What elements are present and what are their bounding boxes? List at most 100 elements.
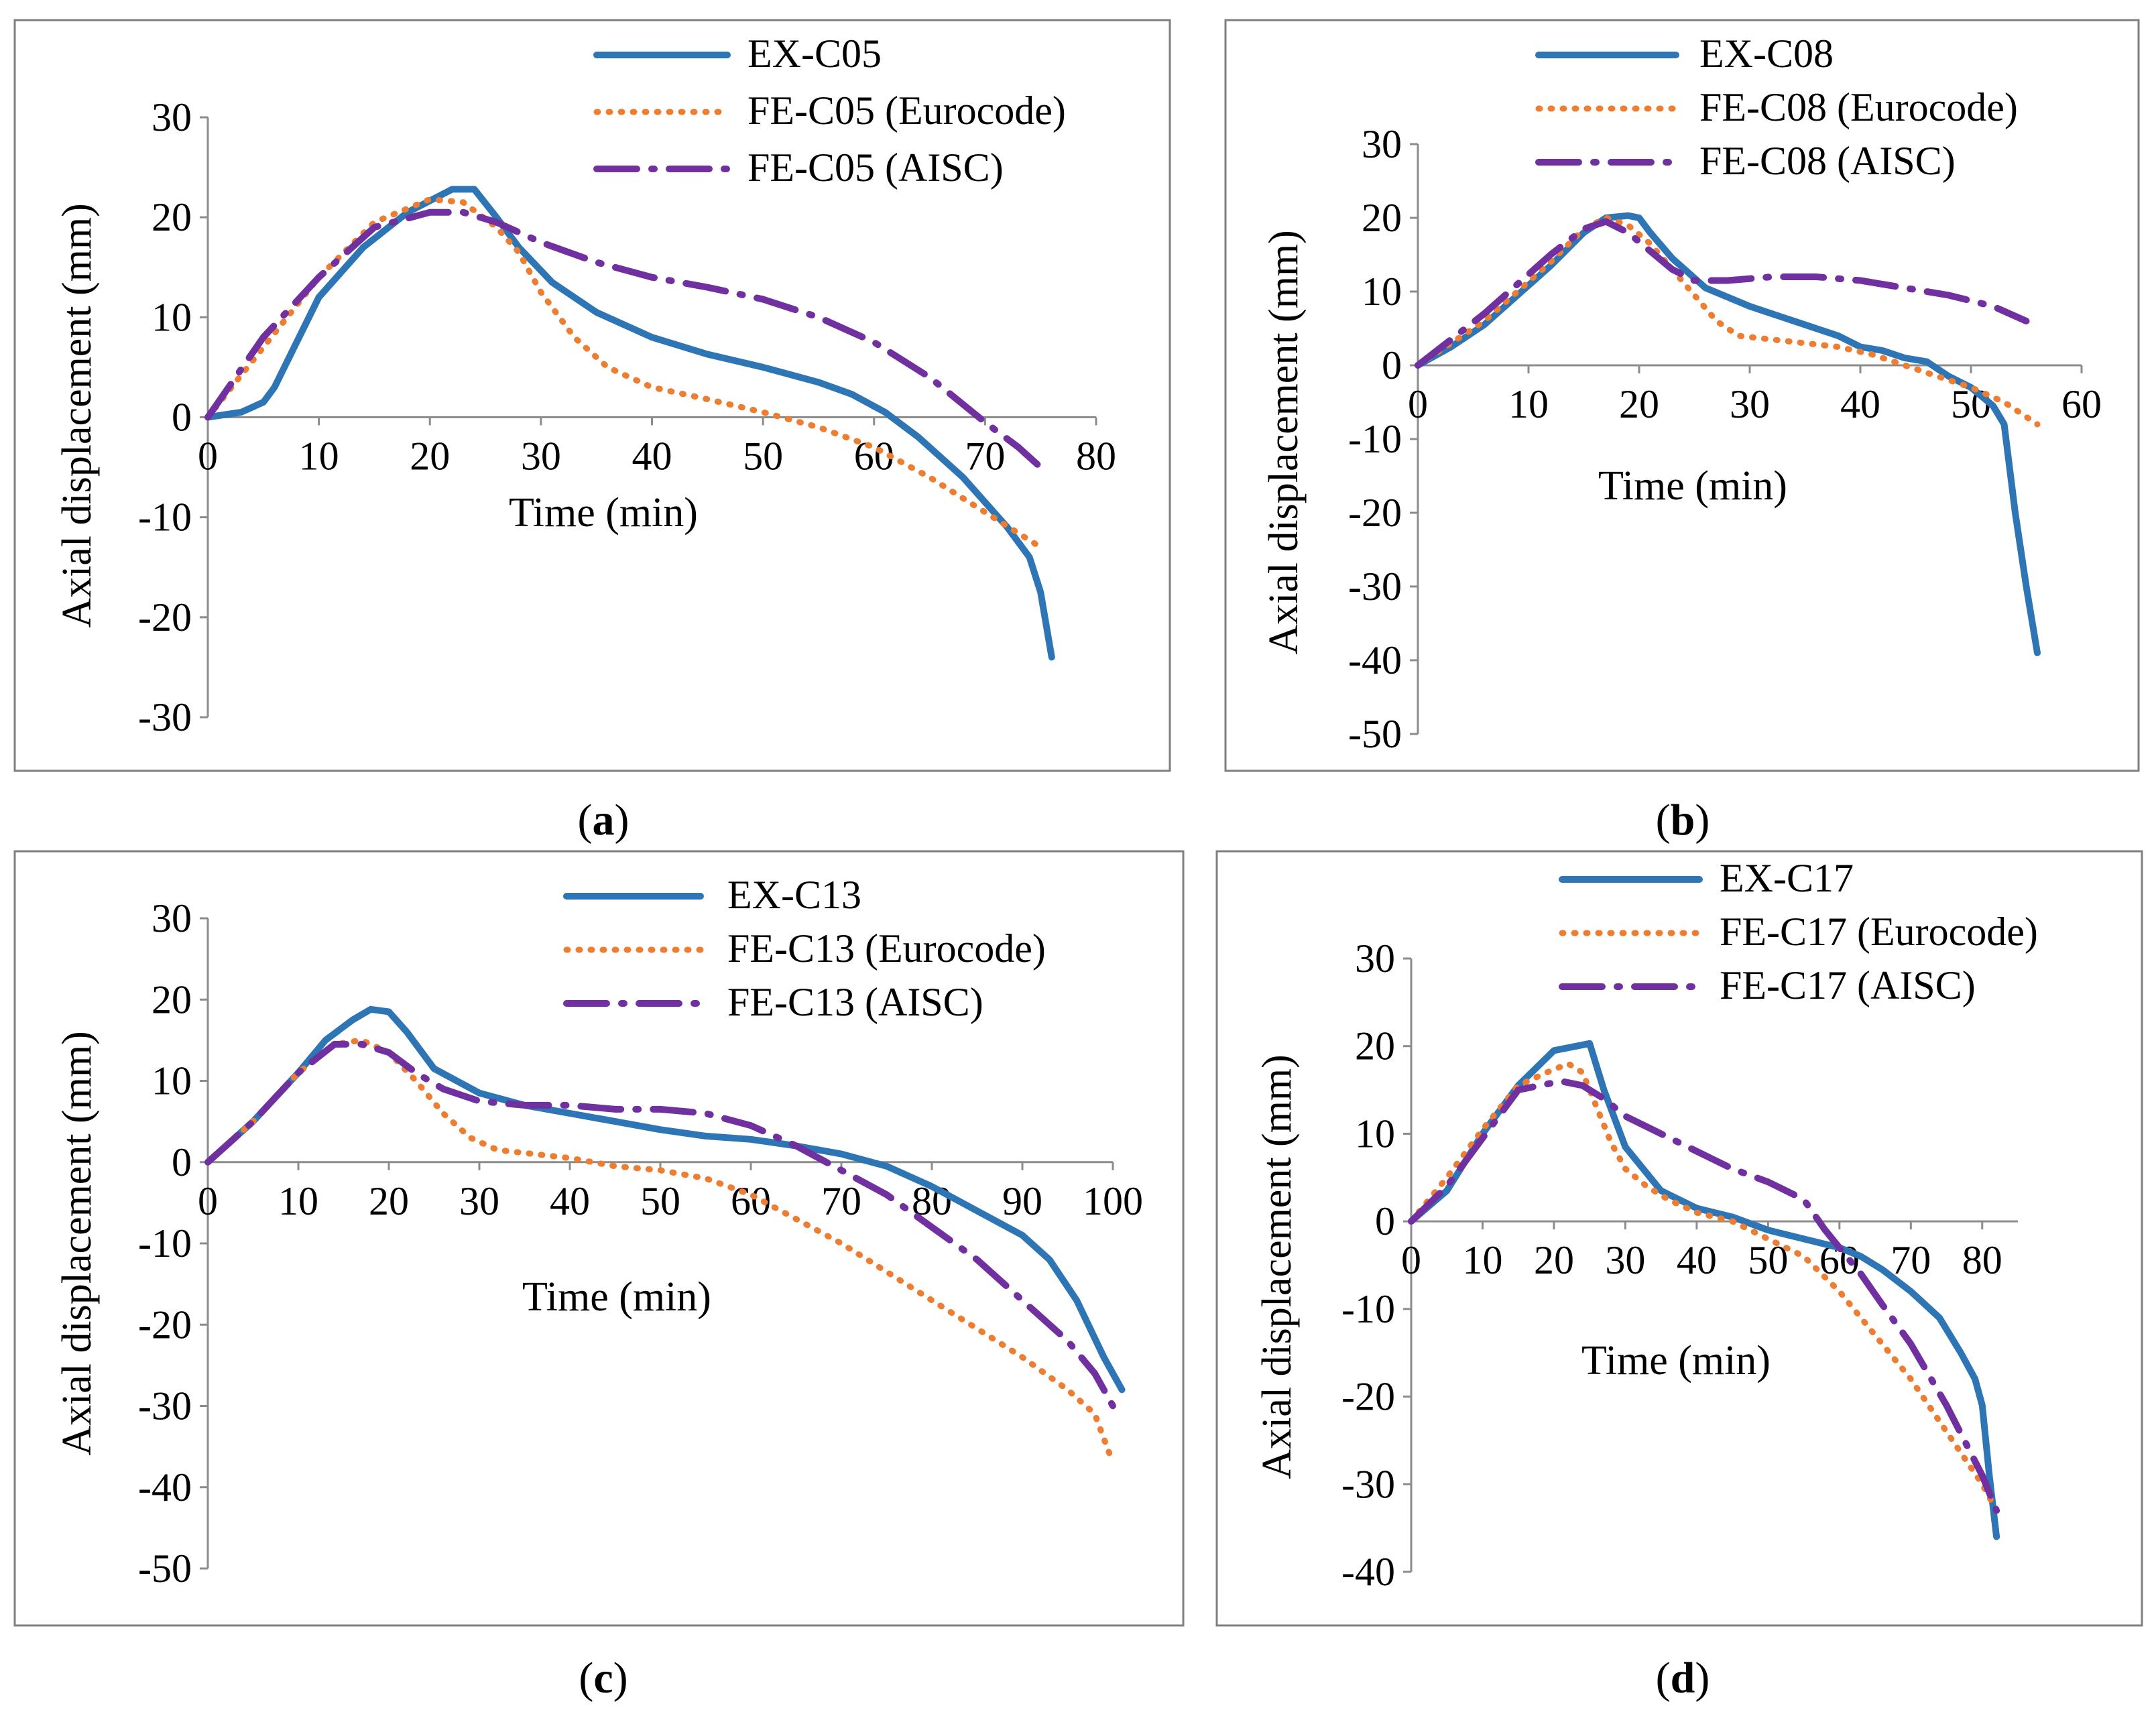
x-tick-label: 10 <box>278 1179 318 1223</box>
x-tick-label: 70 <box>965 434 1005 479</box>
x-tick-label: 40 <box>632 434 672 479</box>
caption-paren-open: ( <box>1656 1654 1671 1703</box>
series-line-1 <box>204 1005 1126 1394</box>
y-tick-label: -40 <box>1348 638 1402 682</box>
legend-label-3: FE-C17 (AISC) <box>1720 963 1976 1007</box>
y-tick-label: 0 <box>1375 1199 1395 1243</box>
y-tick-label: 10 <box>152 1059 192 1103</box>
y-tick-label: 0 <box>1382 343 1402 387</box>
y-axis-title: Axial displacement (mm) <box>1261 230 1307 655</box>
x-tick-label: 0 <box>198 1179 218 1223</box>
y-tick-label: -30 <box>1348 564 1402 609</box>
legend: EX-C13 FE-C13 (Eurocode) FE-C13 (AISC) <box>563 873 1046 1024</box>
legend: EX-C08 FE-C08 (Eurocode) FE-C08 (AISC) <box>1535 32 2018 183</box>
y-tick-label: -50 <box>138 1546 192 1591</box>
legend-label-3: FE-C08 (AISC) <box>1699 139 1956 183</box>
x-tick-label: 70 <box>821 1179 861 1223</box>
series-line-3 <box>204 208 1044 471</box>
caption-paren-open: ( <box>1656 796 1671 845</box>
y-tick-label: -10 <box>1348 417 1402 461</box>
x-tick-label: 40 <box>1840 382 1880 426</box>
y-tick-label: -20 <box>1341 1375 1395 1419</box>
caption-letter: c <box>593 1654 613 1703</box>
x-axis-title: Time (min) <box>509 490 698 536</box>
legend: EX-C05 FE-C05 (Eurocode) FE-C05 (AISC) <box>593 32 1066 190</box>
caption-paren-close: ) <box>1695 1654 1710 1703</box>
y-tick-label: -50 <box>1348 712 1402 756</box>
y-tick-label: 30 <box>152 896 192 940</box>
legend-label-1: EX-C17 <box>1720 856 1854 900</box>
y-tick-label: -30 <box>1341 1462 1395 1506</box>
legend-label-3: FE-C13 (AISC) <box>727 980 983 1024</box>
panel-caption-d: (d) <box>1656 1654 1710 1703</box>
series-line-3 <box>1408 1077 2000 1514</box>
legend: EX-C17 FE-C17 (Eurocode) FE-C17 (AISC) <box>1559 856 2038 1007</box>
x-tick-label: 20 <box>1619 382 1659 426</box>
legend-label-2: FE-C17 (Eurocode) <box>1720 910 2038 954</box>
series-line-1 <box>1408 1040 2000 1540</box>
series-line-2 <box>1408 1060 2000 1514</box>
x-axis-title: Time (min) <box>1598 463 1787 509</box>
series-line-3 <box>204 1040 1116 1410</box>
panel-caption-b: (b) <box>1656 796 1710 845</box>
y-tick-label: -10 <box>138 495 192 540</box>
y-tick-label: -20 <box>138 595 192 639</box>
y-tick-label: -10 <box>138 1221 192 1266</box>
x-tick-label: 20 <box>410 434 450 479</box>
y-tick-label: -30 <box>138 1384 192 1428</box>
x-tick-label: 0 <box>1408 382 1428 426</box>
legend-label-1: EX-C13 <box>727 873 861 917</box>
y-tick-label: -40 <box>138 1465 192 1509</box>
panel-caption-c: (c) <box>579 1654 627 1703</box>
x-tick-label: 100 <box>1083 1179 1143 1223</box>
caption-paren-open: ( <box>578 796 593 845</box>
series-line-2 <box>1415 214 2041 428</box>
x-tick-label: 50 <box>640 1179 680 1223</box>
y-tick-label: 20 <box>1362 196 1402 240</box>
panel-caption-a: (a) <box>578 796 630 845</box>
y-tick-label: 10 <box>1355 1111 1395 1156</box>
legend-label-2: FE-C13 (Eurocode) <box>727 926 1046 971</box>
y-tick-label: 30 <box>1362 122 1402 166</box>
y-axis-title: Axial displacement (mm) <box>54 203 100 628</box>
x-tick-label: 30 <box>1730 382 1770 426</box>
x-tick-label: 80 <box>1962 1238 2002 1282</box>
x-tick-label: 40 <box>1677 1238 1717 1282</box>
series-line-2 <box>204 196 1044 550</box>
y-tick-label: 10 <box>152 295 192 339</box>
x-axis-title: Time (min) <box>522 1274 711 1320</box>
legend-label-1: EX-C05 <box>747 32 882 76</box>
legend-label-3: FE-C05 (AISC) <box>747 145 1004 190</box>
y-tick-label: -30 <box>138 695 192 739</box>
legend-label-2: FE-C05 (Eurocode) <box>747 88 1066 133</box>
x-tick-label: 0 <box>198 434 218 479</box>
caption-paren-close: ) <box>1695 796 1710 845</box>
y-tick-label: 0 <box>172 1140 192 1184</box>
y-tick-label: 30 <box>1355 936 1395 981</box>
series-line-1 <box>204 186 1055 661</box>
y-tick-label: -20 <box>1348 491 1402 535</box>
series-line-3 <box>1415 218 2030 369</box>
x-tick-label: 20 <box>1534 1238 1574 1282</box>
caption-letter: b <box>1671 796 1695 845</box>
panel-frame <box>13 850 1185 1627</box>
x-tick-label: 90 <box>1002 1179 1042 1223</box>
x-tick-label: 10 <box>1462 1238 1502 1282</box>
x-tick-label: 60 <box>2061 382 2102 426</box>
y-tick-label: -40 <box>1341 1550 1395 1594</box>
legend-label-1: EX-C08 <box>1699 32 1834 76</box>
x-tick-label: 10 <box>299 434 339 479</box>
y-tick-label: -10 <box>1341 1287 1395 1331</box>
x-tick-label: 30 <box>459 1179 499 1223</box>
x-tick-label: 10 <box>1508 382 1549 426</box>
y-tick-label: 20 <box>1355 1024 1395 1068</box>
series-line-2 <box>204 1037 1116 1466</box>
x-tick-label: 40 <box>550 1179 590 1223</box>
caption-letter: d <box>1671 1654 1695 1703</box>
caption-paren-close: ) <box>613 1654 628 1703</box>
y-tick-label: 10 <box>1362 269 1402 314</box>
